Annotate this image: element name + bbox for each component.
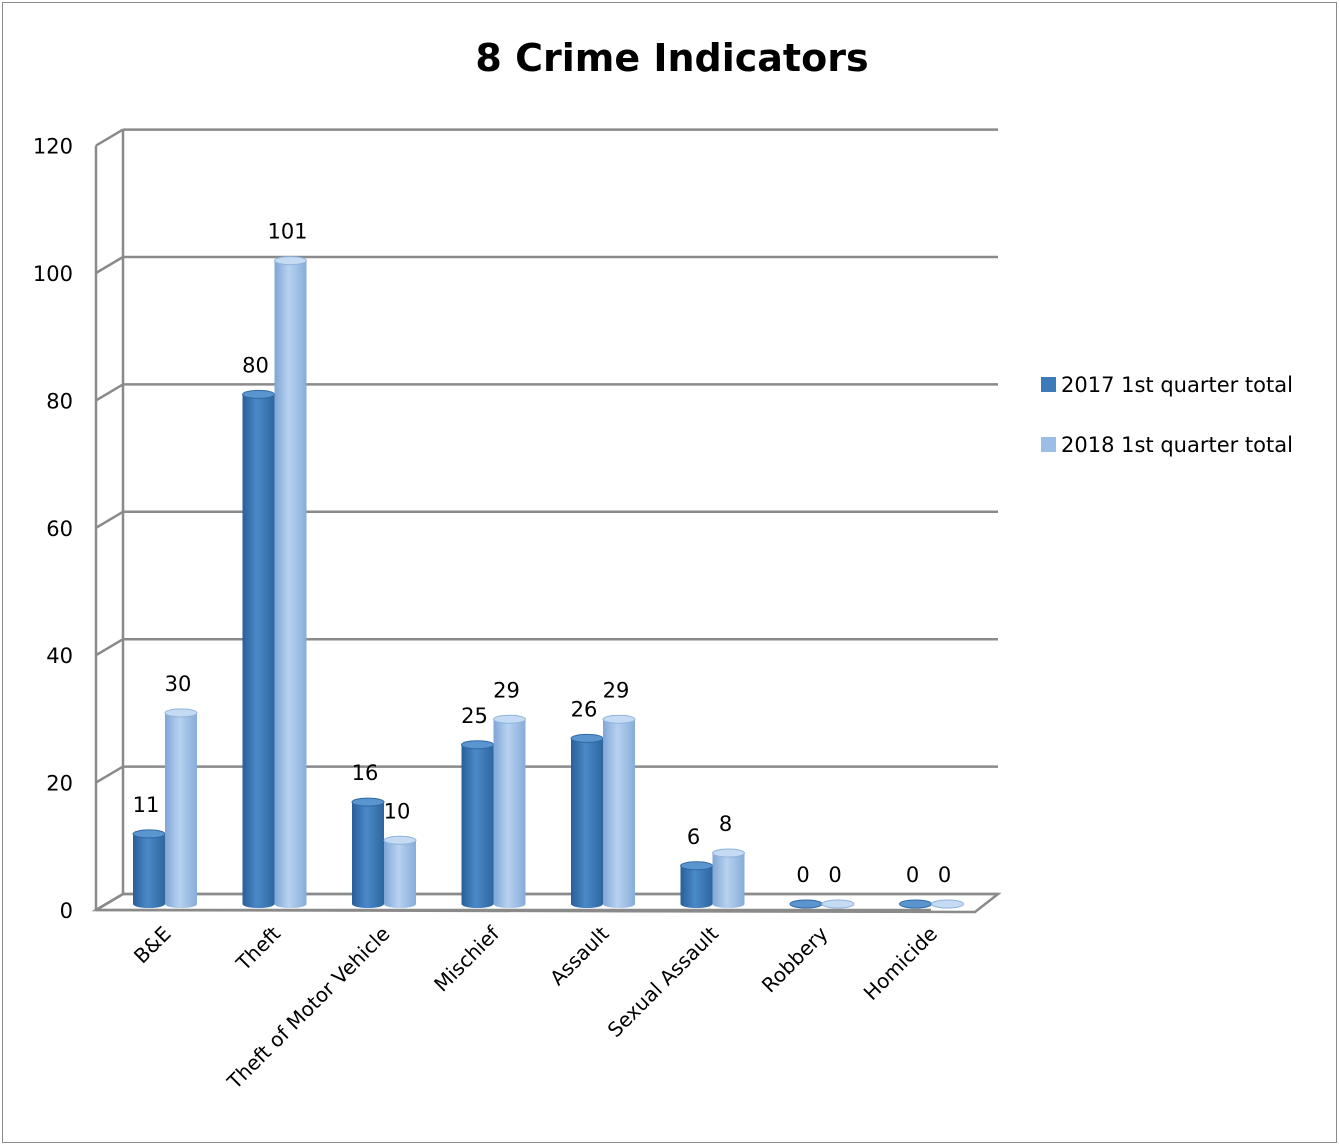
data-label: 29 xyxy=(603,678,630,702)
data-label: 101 xyxy=(267,220,307,244)
bar xyxy=(570,733,604,908)
bar-body xyxy=(165,712,197,908)
bar-body xyxy=(352,802,384,908)
bar xyxy=(899,899,932,909)
x-tick-label: Robbery xyxy=(757,921,833,997)
x-tick-label: Mischief xyxy=(429,921,504,996)
gridline-depth xyxy=(95,255,124,275)
data-label: 0 xyxy=(796,863,809,887)
y-axis-ticks: 0 20 40 60 80 100 120 xyxy=(33,135,73,923)
legend-swatch xyxy=(1041,377,1056,392)
floor xyxy=(91,892,1002,914)
legend-label: 2018 1st quarter total xyxy=(1061,433,1293,457)
data-label: 0 xyxy=(828,863,841,887)
y-tick-label: 100 xyxy=(33,262,73,286)
bar-body xyxy=(461,744,494,908)
gridline-depth xyxy=(95,383,124,402)
bar-body xyxy=(384,840,416,908)
bar xyxy=(789,899,823,909)
y-tick-label: 40 xyxy=(46,644,73,668)
data-label: 16 xyxy=(352,761,379,785)
bar-top xyxy=(570,733,604,743)
bar-top xyxy=(351,797,385,807)
bar-top xyxy=(274,256,307,266)
data-label: 8 xyxy=(719,812,732,836)
gridline-depth xyxy=(95,510,124,529)
gridline-depth xyxy=(95,128,124,147)
legend-swatch xyxy=(1041,437,1056,452)
bar-body xyxy=(571,738,603,908)
legend-item: 2017 1st quarter total xyxy=(1041,373,1293,397)
bar-top xyxy=(132,829,166,839)
data-label: 11 xyxy=(133,793,160,817)
bar xyxy=(164,708,198,908)
bar-top xyxy=(899,899,932,909)
bar xyxy=(602,714,636,908)
data-label: 26 xyxy=(571,697,598,721)
bar xyxy=(821,899,855,909)
bar-top xyxy=(821,899,855,909)
bar xyxy=(680,861,713,908)
y-tick-label: 80 xyxy=(46,389,73,413)
bar-body xyxy=(274,260,307,908)
bar xyxy=(461,740,494,908)
y-tick-label: 120 xyxy=(33,135,73,159)
data-label: 0 xyxy=(938,863,951,887)
x-tick-label: B&E xyxy=(129,922,176,969)
bar xyxy=(712,848,745,908)
bar xyxy=(931,899,964,909)
bar xyxy=(351,797,385,908)
bar xyxy=(274,256,307,908)
bar-body xyxy=(603,719,635,908)
bar-top xyxy=(712,848,745,858)
x-tick-label: Theft xyxy=(231,921,285,975)
bar-top xyxy=(242,389,275,399)
bar-top xyxy=(931,899,964,909)
bar-body xyxy=(493,719,526,908)
data-label: 25 xyxy=(461,704,488,728)
bar-body xyxy=(712,853,745,908)
legend-item: 2018 1st quarter total xyxy=(1041,433,1293,457)
data-label: 29 xyxy=(493,678,520,702)
data-label: 10 xyxy=(384,799,411,823)
bar-top xyxy=(164,708,198,718)
bar-top xyxy=(461,740,494,750)
y-tick-label: 20 xyxy=(46,772,73,796)
bar-body xyxy=(242,394,275,908)
y-tick-label: 0 xyxy=(60,899,73,923)
bar-top xyxy=(493,714,526,724)
data-label: 80 xyxy=(242,353,269,377)
data-label: 6 xyxy=(687,825,700,849)
x-tick-label: Homicide xyxy=(859,922,942,1005)
x-tick-label: Assault xyxy=(545,921,614,990)
gridlines xyxy=(95,128,998,912)
gridline-depth xyxy=(95,765,124,784)
bar xyxy=(493,714,526,908)
bars xyxy=(132,256,964,909)
y-tick-label: 60 xyxy=(46,517,73,541)
data-label: 0 xyxy=(906,863,919,887)
bar-top xyxy=(383,835,417,845)
x-tick-label: Sexual Assault xyxy=(603,921,723,1041)
bar-body xyxy=(133,833,165,908)
bar-top xyxy=(789,899,823,909)
bar xyxy=(242,389,275,908)
chart-title: 8 Crime Indicators xyxy=(475,36,868,80)
bar xyxy=(383,835,417,908)
data-label: 30 xyxy=(165,672,192,696)
legend: 2017 1st quarter total 2018 1st quarter t… xyxy=(1041,373,1293,457)
bar-top xyxy=(602,714,636,724)
bar-top xyxy=(680,861,713,871)
bar-body xyxy=(680,865,713,908)
bar xyxy=(132,829,166,908)
legend-label: 2017 1st quarter total xyxy=(1061,373,1293,397)
axes xyxy=(91,129,1002,914)
gridline-depth xyxy=(95,638,124,657)
